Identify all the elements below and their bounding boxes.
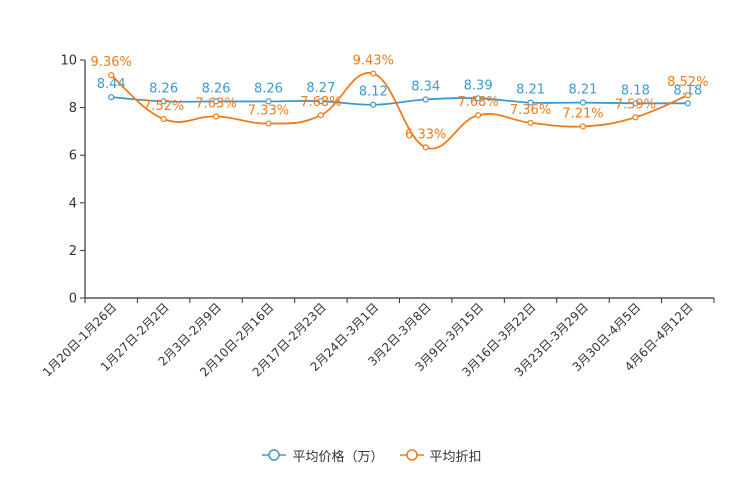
data-label-avg-price: 8.21 xyxy=(568,83,597,98)
data-label-avg-discount: 7.52% xyxy=(143,99,184,114)
data-label-avg-discount: 7.63% xyxy=(195,96,236,111)
data-point-avg-discount xyxy=(684,92,691,99)
data-label-avg-price: 8.26 xyxy=(254,81,283,96)
data-label-avg-price: 8.26 xyxy=(149,81,178,96)
series-line-avg-price xyxy=(111,96,688,106)
data-label-avg-discount: 7.68% xyxy=(300,95,341,110)
data-point-avg-discount xyxy=(317,112,324,119)
data-point-avg-price xyxy=(527,99,534,106)
data-label-avg-discount: 7.33% xyxy=(248,104,289,119)
data-label-avg-discount: 9.43% xyxy=(353,54,394,69)
data-point-avg-discount xyxy=(370,70,377,77)
y-tick-label: 4 xyxy=(69,196,77,211)
data-point-avg-price xyxy=(475,95,482,102)
data-point-avg-discount xyxy=(527,119,534,126)
data-label-avg-price: 8.21 xyxy=(516,83,545,98)
data-point-avg-price xyxy=(422,96,429,103)
legend-item-avg-discount[interactable]: 平均折扣 xyxy=(399,446,482,465)
data-label-avg-discount: 7.59% xyxy=(615,97,656,112)
data-label-avg-discount: 7.21% xyxy=(562,106,603,121)
data-point-avg-price xyxy=(160,98,167,105)
data-label-avg-price: 8.18 xyxy=(673,83,702,98)
data-label-avg-price: 8.34 xyxy=(411,80,440,95)
legend-label-avg-price: 平均价格（万） xyxy=(292,449,384,465)
data-point-avg-price xyxy=(579,99,587,106)
legend-label-avg-discount: 平均折扣 xyxy=(429,449,482,465)
data-point-avg-price xyxy=(265,98,272,105)
y-tick-label: 8 xyxy=(69,101,77,116)
data-point-avg-discount xyxy=(160,115,167,123)
data-point-avg-price xyxy=(684,100,691,107)
data-point-avg-discount xyxy=(579,123,587,130)
data-point-avg-price xyxy=(212,98,220,105)
data-label-avg-discount: 7.36% xyxy=(510,103,551,118)
legend-item-avg-price[interactable]: 平均价格（万） xyxy=(262,446,384,465)
data-point-avg-discount xyxy=(632,114,639,121)
data-point-avg-discount xyxy=(108,72,115,79)
data-label-avg-price: 8.27 xyxy=(306,81,335,96)
chart-legend: 平均价格（万） 平均折扣 xyxy=(0,444,744,466)
legend-marker-avg-discount xyxy=(399,449,424,461)
data-label-avg-discount: 7.68% xyxy=(457,95,498,110)
data-label-avg-discount: 9.36% xyxy=(91,55,132,70)
data-label-avg-price: 8.18 xyxy=(621,83,650,98)
data-label-avg-price: 8.26 xyxy=(202,81,231,96)
data-point-avg-discount xyxy=(265,120,272,127)
y-tick-label: 2 xyxy=(69,244,77,259)
data-point-avg-price xyxy=(632,100,639,107)
y-tick-label: 6 xyxy=(69,149,77,164)
data-point-avg-discount xyxy=(422,144,429,151)
data-point-avg-discount xyxy=(212,113,220,120)
data-label-avg-price: 8.39 xyxy=(464,78,493,93)
y-tick-label: 10 xyxy=(60,54,77,69)
data-point-avg-price xyxy=(317,98,324,105)
data-label-avg-discount: 8.52% xyxy=(667,75,708,90)
data-point-avg-discount xyxy=(475,112,482,119)
data-point-avg-price xyxy=(370,101,377,108)
legend-marker-avg-price xyxy=(262,449,287,461)
data-point-avg-price xyxy=(108,94,115,101)
data-label-avg-price: 8.12 xyxy=(359,85,388,100)
line-chart: 02468101月20日-1月26日1月27日-2月2日2月3日-2月9日2月1… xyxy=(40,54,715,380)
y-tick-label: 0 xyxy=(69,292,77,307)
data-label-avg-discount: 6.33% xyxy=(405,127,446,142)
